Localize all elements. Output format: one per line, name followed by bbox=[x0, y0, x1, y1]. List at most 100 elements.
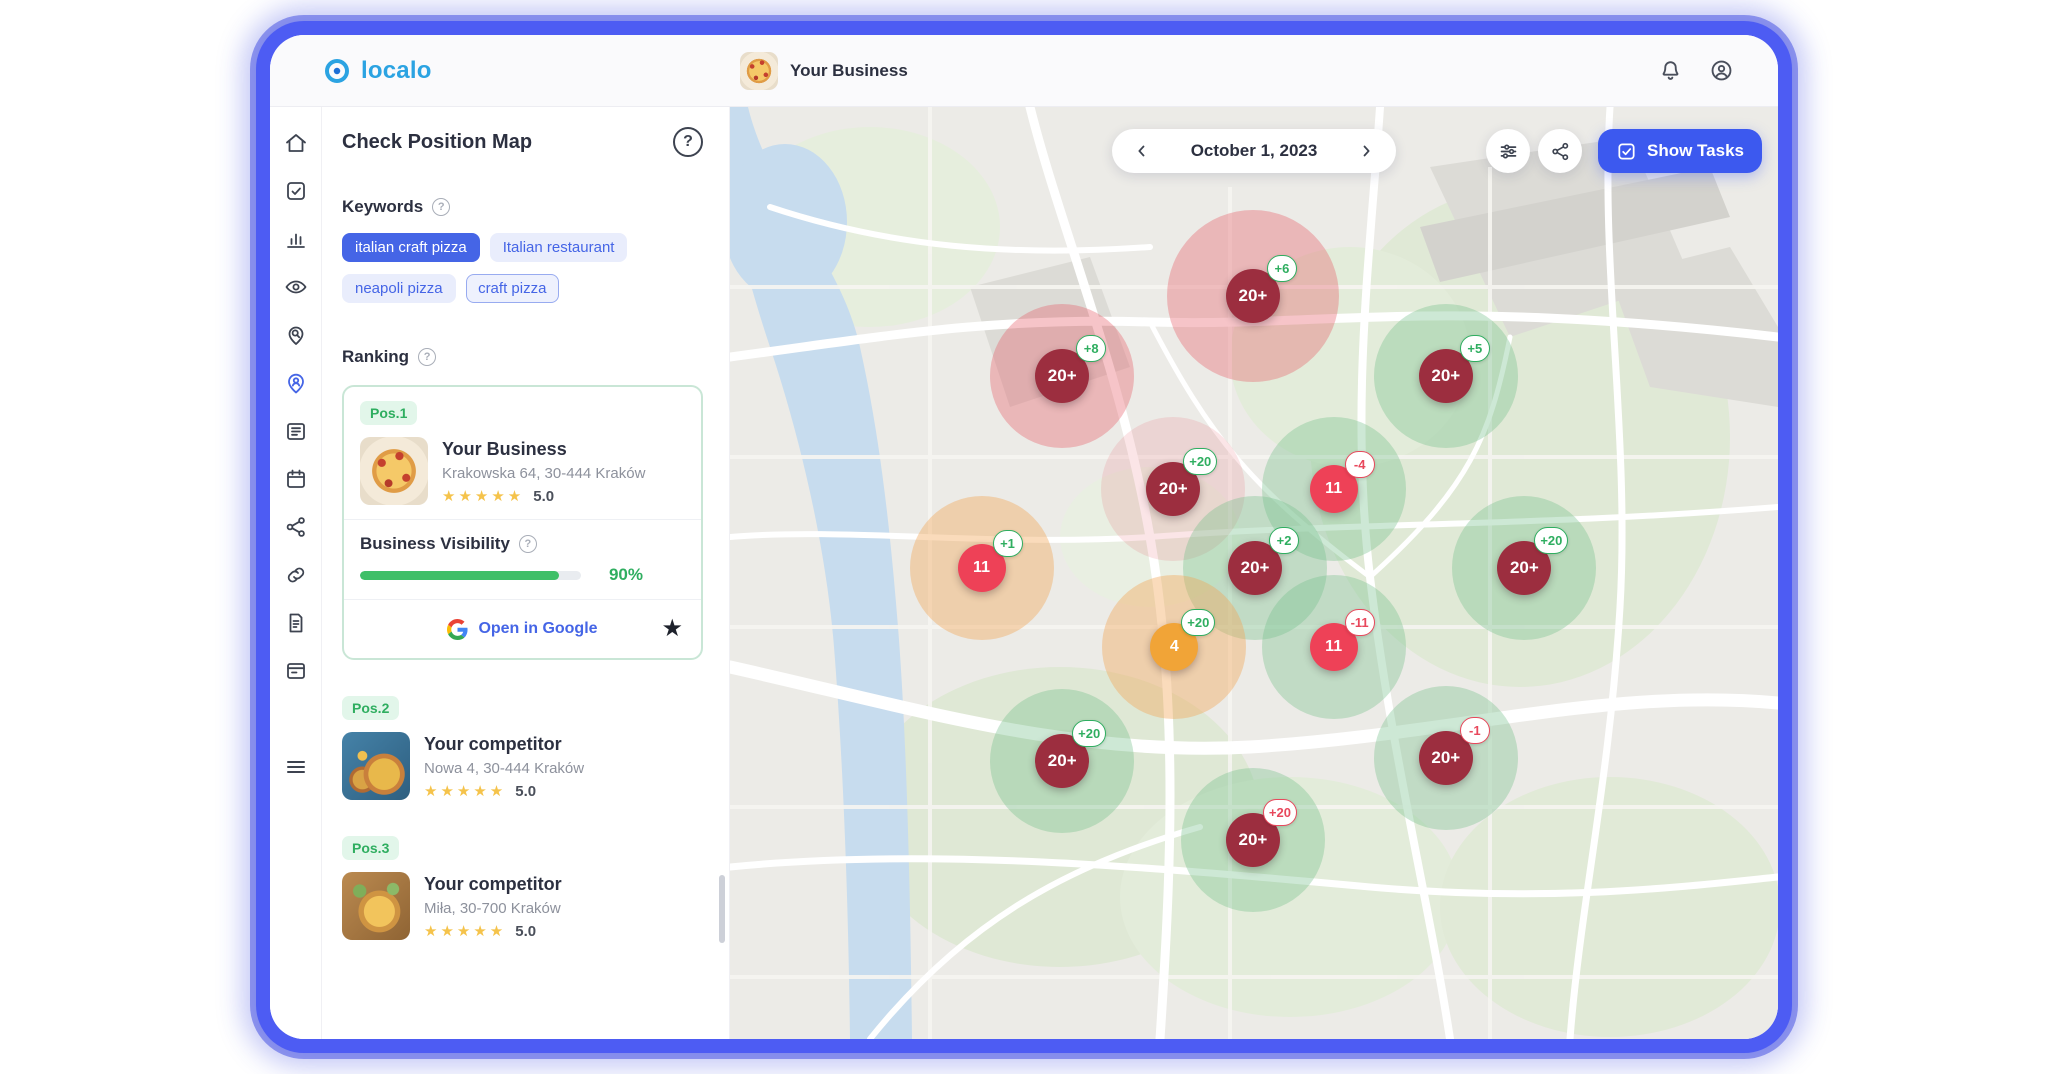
rail-item-reports[interactable] bbox=[284, 611, 308, 635]
rank-marker-value: 20+ bbox=[1240, 558, 1270, 578]
position-badge: Pos.1 bbox=[360, 401, 418, 425]
rail-item-calendar[interactable] bbox=[284, 467, 308, 491]
keyword-search-pin-icon bbox=[288, 326, 303, 345]
competitor-photo bbox=[342, 872, 410, 940]
open-in-google-label: Open in Google bbox=[478, 620, 598, 637]
rank-marker[interactable]: 20+ +8 bbox=[1035, 335, 1107, 404]
divider bbox=[344, 599, 701, 600]
rank-change-badge: +20 bbox=[1262, 799, 1297, 827]
rail-item-tasks[interactable] bbox=[284, 179, 308, 203]
rank-marker[interactable]: 11 -11 bbox=[1309, 608, 1375, 671]
rail-item-share[interactable] bbox=[284, 515, 308, 539]
rating-value: 5.0 bbox=[533, 487, 555, 505]
logo-text: localo bbox=[361, 56, 432, 84]
filters-button[interactable] bbox=[1486, 129, 1530, 173]
business-card-name: Your Business bbox=[442, 439, 567, 459]
rank-change-badge: -1 bbox=[1459, 717, 1490, 745]
rank-marker[interactable]: 20+ +2 bbox=[1228, 527, 1300, 596]
rail-item-home[interactable] bbox=[284, 131, 308, 155]
share-map-button[interactable] bbox=[1538, 129, 1582, 173]
keyword-chip-selected[interactable]: italian craft pizza bbox=[342, 233, 480, 262]
competitor-address: Nowa 4, 30-444 Kraków bbox=[424, 760, 585, 777]
visibility-percent: 90% bbox=[608, 565, 643, 584]
rail-item-cards[interactable] bbox=[284, 659, 308, 683]
rail-item-position-map[interactable] bbox=[284, 371, 308, 395]
previous-date-button[interactable] bbox=[1128, 137, 1156, 165]
rail-item-visibility[interactable] bbox=[284, 275, 308, 299]
visibility-help-icon[interactable] bbox=[518, 535, 537, 553]
date-navigator: October 1, 2023 bbox=[1112, 129, 1396, 173]
ranking-card-competitor[interactable]: Pos.2 Your competitor Nowa 4, 30-444 Kra… bbox=[342, 696, 703, 800]
eye-icon bbox=[285, 280, 306, 294]
date-label: October 1, 2023 bbox=[1190, 141, 1318, 160]
header-business[interactable]: Your Business bbox=[740, 51, 908, 90]
rank-marker[interactable]: 20+ -1 bbox=[1418, 717, 1490, 786]
calendar-icon bbox=[286, 469, 305, 488]
home-icon bbox=[285, 134, 306, 152]
rank-marker-value: 11 bbox=[1325, 637, 1343, 655]
ranking-card-business[interactable]: Pos.1 Your Business Krakowska 64, 30-444… bbox=[342, 385, 703, 660]
keywords-help-icon[interactable] bbox=[432, 198, 451, 216]
next-date-button[interactable] bbox=[1352, 137, 1380, 165]
rank-change-badge: -4 bbox=[1344, 451, 1375, 479]
ranking-help-icon[interactable] bbox=[418, 348, 437, 366]
show-tasks-button[interactable]: Show Tasks bbox=[1598, 129, 1762, 173]
rail-item-menu[interactable] bbox=[284, 755, 308, 779]
rail-item-keywords[interactable] bbox=[284, 323, 308, 347]
rank-marker-value: 20+ bbox=[1047, 751, 1077, 771]
open-in-google-link[interactable]: Open in Google ★ bbox=[360, 600, 685, 658]
rail-item-statistics[interactable] bbox=[284, 227, 308, 251]
position-badge: Pos.3 bbox=[342, 836, 400, 860]
account-icon[interactable] bbox=[1709, 58, 1734, 83]
rank-marker[interactable]: 20+ +20 bbox=[1035, 720, 1107, 789]
rank-change-badge: +20 bbox=[1181, 608, 1216, 636]
chevron-left-icon bbox=[1138, 145, 1145, 157]
rail-item-posts[interactable] bbox=[284, 419, 308, 443]
rank-marker-value: 20+ bbox=[1509, 558, 1539, 578]
position-map[interactable]: 20+ +6 20+ +8 20+ +5 20+ +20 11 -4 11 +1 20+ +2 20+ +20… bbox=[730, 107, 1778, 1039]
localo-logo[interactable]: localo bbox=[322, 56, 432, 86]
rail-item-links[interactable] bbox=[284, 563, 308, 587]
icon-rail bbox=[270, 107, 322, 1039]
visibility-label: Business Visibility bbox=[360, 534, 510, 553]
app-frame: localo Your Business bbox=[256, 21, 1792, 1053]
rank-change-badge: -11 bbox=[1344, 608, 1375, 636]
favorite-star-icon[interactable]: ★ bbox=[661, 615, 683, 642]
keyword-chip[interactable]: craft pizza bbox=[465, 274, 559, 303]
report-document-icon bbox=[289, 613, 302, 633]
ranking-card-competitor[interactable]: Pos.3 Your competitor Miła, 30-700 Krakó… bbox=[342, 836, 703, 940]
keyword-chip[interactable]: neapoli pizza bbox=[342, 274, 456, 303]
rank-marker[interactable]: 11 -4 bbox=[1309, 451, 1375, 514]
star-rating-icons: ★★★★★ bbox=[424, 923, 507, 940]
position-badge: Pos.2 bbox=[342, 696, 400, 720]
page-help-icon[interactable] bbox=[673, 127, 703, 157]
competitor-address: Miła, 30-700 Kraków bbox=[424, 900, 561, 917]
rank-marker[interactable]: 20+ +20 bbox=[1497, 527, 1569, 596]
google-icon bbox=[447, 618, 468, 640]
bell-icon[interactable] bbox=[1658, 58, 1683, 83]
business-name: Your Business bbox=[790, 60, 908, 80]
share-icon bbox=[286, 517, 305, 537]
ranking-label: Ranking bbox=[342, 347, 410, 366]
competitor-name: Your competitor bbox=[424, 874, 562, 894]
link-icon bbox=[287, 567, 304, 583]
rank-marker-value: 20+ bbox=[1431, 748, 1461, 768]
rank-marker[interactable]: 20+ +6 bbox=[1225, 255, 1297, 324]
rank-marker[interactable]: 20+ +5 bbox=[1418, 335, 1490, 404]
panel-scrollbar[interactable] bbox=[719, 875, 725, 943]
rank-marker-value: 20+ bbox=[1431, 366, 1461, 386]
map-actions: Show Tasks bbox=[1486, 129, 1762, 173]
rank-change-badge: +1 bbox=[992, 530, 1023, 558]
divider bbox=[344, 519, 701, 520]
rank-marker[interactable]: 20+ +20 bbox=[1146, 448, 1218, 517]
rank-change-badge: +2 bbox=[1269, 527, 1300, 555]
rank-marker[interactable]: 4 +20 bbox=[1150, 608, 1216, 671]
position-map-icon bbox=[287, 373, 304, 394]
rank-marker[interactable]: 20+ +20 bbox=[1225, 799, 1297, 868]
keyword-chip[interactable]: Italian restaurant bbox=[489, 233, 628, 262]
localo-logo-icon bbox=[325, 58, 349, 83]
visibility-progress-fill bbox=[360, 570, 559, 580]
main-content: Check Position Map Keywords italian craf… bbox=[270, 107, 1778, 1039]
rank-change-badge: +20 bbox=[1183, 448, 1218, 476]
rank-marker[interactable]: 11 +1 bbox=[957, 530, 1023, 593]
